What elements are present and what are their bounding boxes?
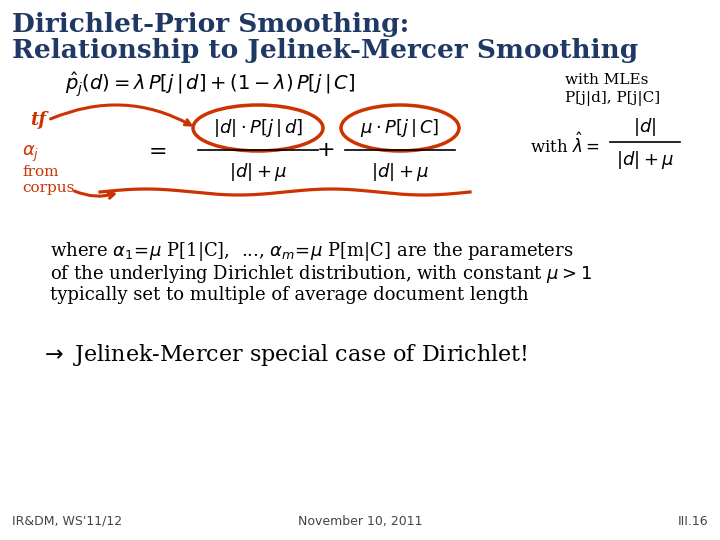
- Text: $|d|$: $|d|$: [634, 116, 657, 138]
- Text: from: from: [22, 165, 58, 179]
- Text: $\alpha_j$: $\alpha_j$: [22, 144, 40, 164]
- Text: tf: tf: [30, 111, 46, 129]
- Text: $|d|+\mu$: $|d|+\mu$: [616, 149, 674, 171]
- Text: corpus: corpus: [22, 181, 74, 195]
- Text: $|d|+\mu$: $|d|+\mu$: [371, 161, 429, 183]
- Text: $=$: $=$: [144, 139, 166, 161]
- Text: $\hat{p}_j(d) = \lambda\, P[j\,|\,d] + (1-\lambda)\,P[j\,|\,C]$: $\hat{p}_j(d) = \lambda\, P[j\,|\,d] + (…: [65, 71, 355, 99]
- Text: with $\hat{\lambda} =$: with $\hat{\lambda} =$: [530, 133, 600, 157]
- Text: of the underlying Dirichlet distribution, with constant $\mu > 1$: of the underlying Dirichlet distribution…: [50, 263, 592, 285]
- Text: with MLEs: with MLEs: [565, 73, 649, 87]
- Text: $\rightarrow$ Jelinek-Mercer special case of Dirichlet!: $\rightarrow$ Jelinek-Mercer special cas…: [40, 342, 528, 368]
- Text: where $\alpha_1\!=\!\mu$ P[1|C],  ..., $\alpha_m\!=\!\mu$ P[m|C] are the paramet: where $\alpha_1\!=\!\mu$ P[1|C], ..., $\…: [50, 240, 573, 263]
- Text: P[j|d], P[j|C]: P[j|d], P[j|C]: [565, 91, 660, 106]
- Text: IR&DM, WS'11/12: IR&DM, WS'11/12: [12, 515, 122, 528]
- Text: $|d|\cdot P[j\,|\,d]$: $|d|\cdot P[j\,|\,d]$: [213, 117, 303, 139]
- Text: November 10, 2011: November 10, 2011: [298, 515, 422, 528]
- Text: $|d|+\mu$: $|d|+\mu$: [229, 161, 287, 183]
- Text: $\mu\cdot P[j\,|\,C]$: $\mu\cdot P[j\,|\,C]$: [361, 117, 440, 139]
- Text: Relationship to Jelinek-Mercer Smoothing: Relationship to Jelinek-Mercer Smoothing: [12, 38, 638, 63]
- Text: Dirichlet-Prior Smoothing:: Dirichlet-Prior Smoothing:: [12, 12, 409, 37]
- Text: III.16: III.16: [678, 515, 708, 528]
- Text: $+$: $+$: [316, 139, 334, 161]
- Text: typically set to multiple of average document length: typically set to multiple of average doc…: [50, 286, 528, 304]
